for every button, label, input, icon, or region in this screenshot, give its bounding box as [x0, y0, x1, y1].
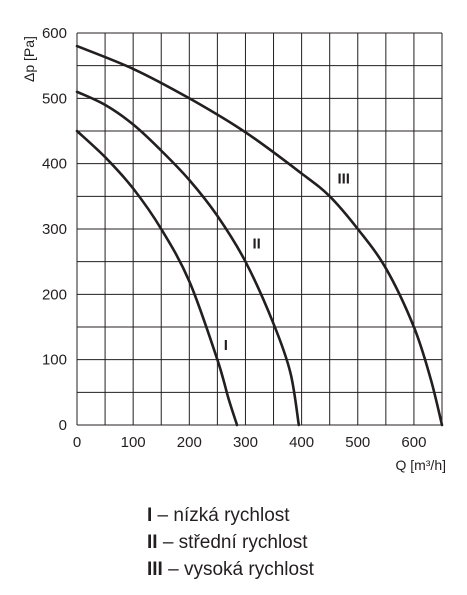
x-tick-label: 600 [401, 434, 426, 451]
x-axis-title: Q [m³/h] [395, 457, 446, 473]
legend-item-medium: II – střední rychlost [147, 529, 314, 556]
y-tick-label: 500 [42, 90, 67, 107]
x-tick-label: 0 [73, 434, 81, 451]
series-label-III: III [337, 170, 350, 187]
grid [76, 32, 443, 426]
legend-num: II [147, 532, 158, 553]
y-tick-label: 100 [42, 352, 67, 369]
legend-item-low: I – nízká rychlost [147, 502, 314, 529]
y-axis-title: Δp [Pa] [21, 36, 37, 82]
series-line-III [75, 44, 444, 427]
series-line-I [75, 129, 239, 427]
legend-text: – nízká rychlost [152, 505, 290, 526]
legend-text: – střední rychlost [157, 532, 308, 553]
y-tick-label: 200 [42, 286, 67, 303]
series-label-I: I [224, 337, 228, 354]
y-tick-label: 400 [42, 156, 67, 173]
x-tick-label: 500 [345, 434, 370, 451]
x-tick-label: 200 [177, 434, 202, 451]
x-tick-label: 100 [121, 434, 146, 451]
series-line-II [75, 90, 301, 427]
tick-labels: 0 100 200 300 400 500 600 0 100 200 300 400 500 600 [42, 25, 426, 451]
x-tick-label: 400 [289, 434, 314, 451]
y-tick-label: 300 [42, 221, 67, 238]
legend-item-high: III – vysoká rychlost [147, 556, 314, 583]
legend: I – nízká rychlost II – střední rychlost… [147, 502, 314, 583]
legend-num: III [147, 559, 163, 580]
legend-text: – vysoká rychlost [162, 559, 314, 580]
curves [75, 44, 444, 427]
x-tick-label: 300 [233, 434, 258, 451]
chart: 0 100 200 300 400 500 600 0 100 200 300 400 500 600 I… [21, 25, 446, 473]
y-tick-label: 600 [42, 25, 67, 42]
series-label-II: II [253, 236, 261, 253]
legend-num: I [147, 505, 153, 526]
y-tick-label: 0 [59, 417, 67, 434]
